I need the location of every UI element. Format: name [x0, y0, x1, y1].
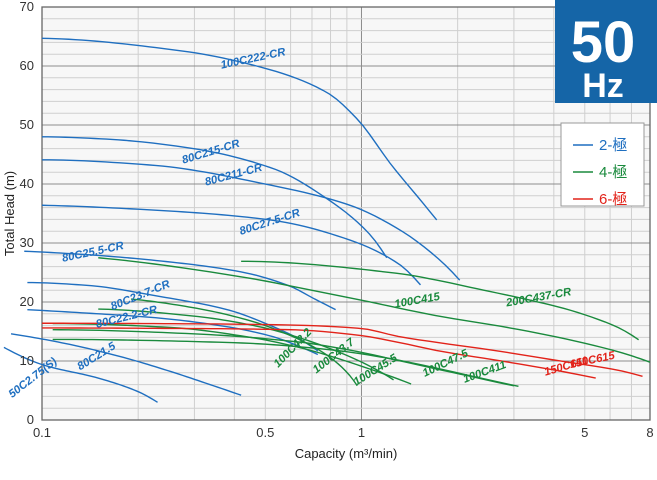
svg-text:Total Head (m): Total Head (m): [2, 171, 17, 256]
svg-text:0.5: 0.5: [256, 425, 274, 440]
svg-text:0.1: 0.1: [33, 425, 51, 440]
svg-text:4-極: 4-極: [599, 164, 627, 181]
svg-text:2-極: 2-極: [599, 137, 627, 154]
svg-text:50: 50: [571, 10, 636, 75]
svg-text:Capacity (m³/min): Capacity (m³/min): [295, 446, 398, 461]
svg-text:10: 10: [20, 353, 34, 368]
svg-text:5: 5: [581, 425, 588, 440]
svg-text:20: 20: [20, 294, 34, 309]
svg-text:50: 50: [20, 117, 34, 132]
svg-text:Hz: Hz: [582, 67, 624, 105]
svg-text:60: 60: [20, 58, 34, 73]
svg-text:8: 8: [646, 425, 653, 440]
svg-text:70: 70: [20, 0, 34, 14]
svg-text:1: 1: [358, 425, 365, 440]
svg-text:40: 40: [20, 176, 34, 191]
svg-text:30: 30: [20, 235, 34, 250]
svg-text:6-極: 6-極: [599, 191, 627, 208]
